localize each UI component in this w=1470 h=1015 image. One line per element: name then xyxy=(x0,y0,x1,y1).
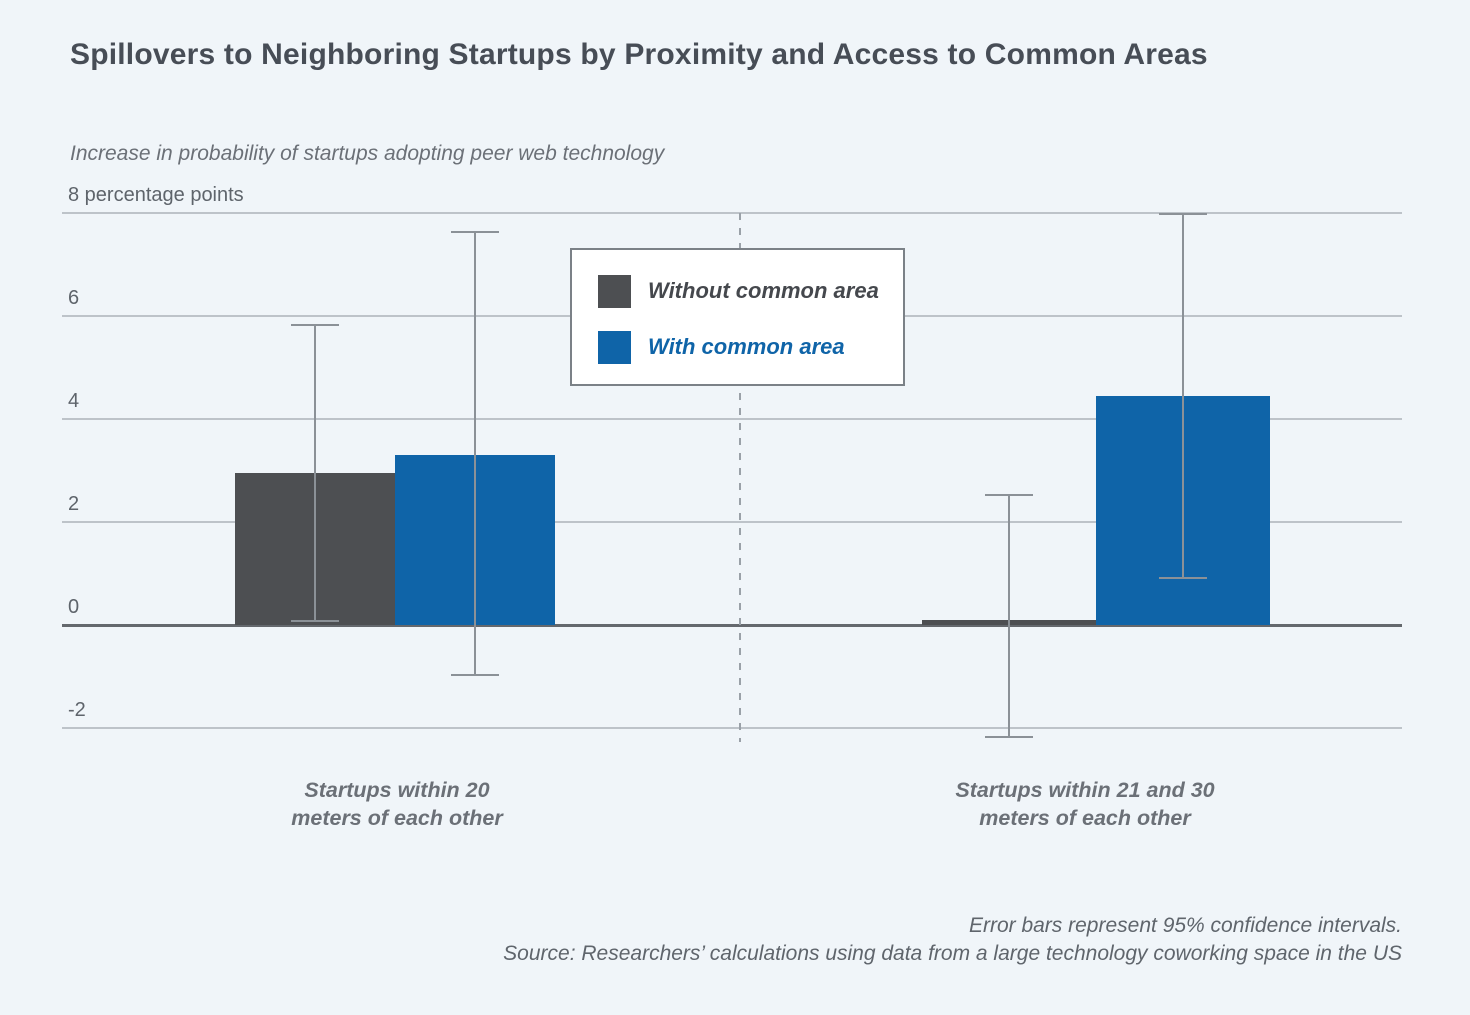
legend-label-without-common-area: Without common area xyxy=(648,278,879,303)
legend-swatch-with-common-area xyxy=(598,330,631,364)
error-bar-bottom-cap xyxy=(291,620,339,623)
error-bar-top-cap xyxy=(451,231,499,234)
error-bar-without-common-area-group2 xyxy=(985,493,1033,739)
legend-swatch-without-common-area xyxy=(598,274,631,308)
error-bar-with-common-area-group2 xyxy=(1159,213,1207,579)
y-tick-label-2: 2 xyxy=(68,493,80,515)
error-bar-with-common-area-group1 xyxy=(451,231,499,677)
error-bar-stem xyxy=(314,323,316,623)
x-axis-label-group-2-line-2: meters of each other xyxy=(979,806,1191,830)
y-tick-label-6: 6 xyxy=(68,287,80,309)
x-axis-label-group-2-line-1: Startups within 21 and 30 xyxy=(955,778,1215,802)
error-bar-top-cap xyxy=(985,493,1033,496)
legend-label-with-common-area: With common area xyxy=(648,334,845,359)
gridline-y-4 xyxy=(62,418,1402,420)
legend: Without common area With common area xyxy=(570,248,905,386)
error-bar-without-common-area-group1 xyxy=(291,323,339,623)
gridline-y-2 xyxy=(62,521,1402,523)
footnotes: Error bars represent 95% confidence inte… xyxy=(503,912,1402,968)
x-axis-label-group-2: Startups within 21 and 30 meters of each… xyxy=(825,776,1345,832)
gridline-y-8 xyxy=(62,212,1402,214)
gridline-y--2 xyxy=(62,727,1402,729)
y-tick-label-4: 4 xyxy=(68,390,80,412)
error-bar-bottom-cap xyxy=(451,674,499,677)
chart-subtitle: Increase in probability of startups adop… xyxy=(70,142,665,165)
legend-item-without-common-area: Without common area xyxy=(598,274,879,308)
error-bar-top-cap xyxy=(1159,213,1207,215)
gridline-y-0 xyxy=(62,624,1402,627)
error-bar-bottom-cap xyxy=(985,736,1033,739)
y-tick-label-8: 8 percentage points xyxy=(68,184,244,206)
legend-item-with-common-area: With common area xyxy=(598,330,845,364)
footnote-source: Source: Researchers’ calculations using … xyxy=(503,942,1402,965)
chart-title: Spillovers to Neighboring Startups by Pr… xyxy=(70,38,1208,71)
error-bar-top-cap xyxy=(291,323,339,326)
x-axis-label-group-1: Startups within 20 meters of each other xyxy=(137,776,657,832)
footnote-error-bars: Error bars represent 95% confidence inte… xyxy=(968,914,1402,937)
error-bar-stem xyxy=(1008,493,1010,739)
error-bar-stem xyxy=(474,231,476,677)
x-axis-label-group-1-line-1: Startups within 20 xyxy=(304,778,490,802)
error-bar-stem xyxy=(1182,213,1184,579)
y-tick-label-0: 0 xyxy=(68,596,80,618)
x-axis-label-group-1-line-2: meters of each other xyxy=(291,806,503,830)
error-bar-bottom-cap xyxy=(1159,576,1207,579)
group-divider-dashed-line xyxy=(739,213,741,742)
y-tick-label--2: -2 xyxy=(68,699,86,721)
